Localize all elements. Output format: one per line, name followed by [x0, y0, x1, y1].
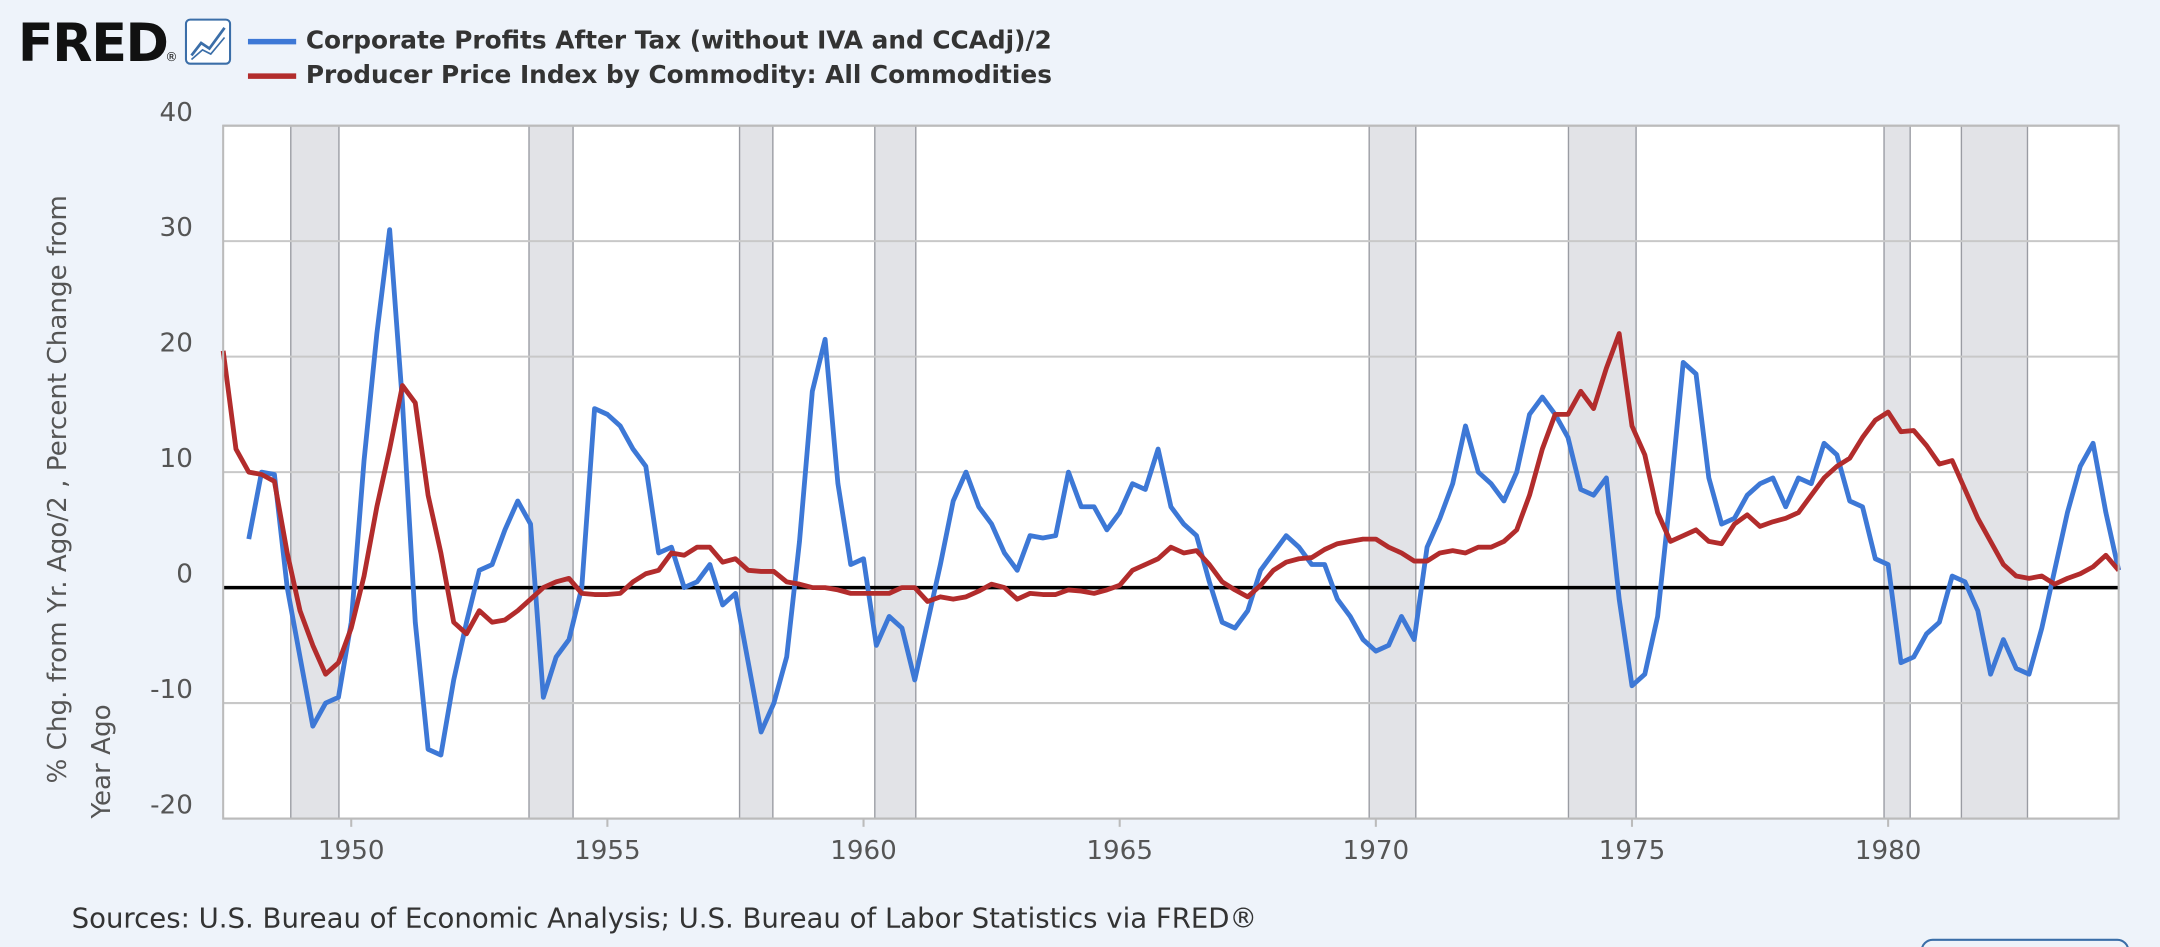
- series-line: [246, 227, 2122, 758]
- x-tick-label: 1975: [1599, 836, 1666, 866]
- x-tick-label: 1965: [1086, 836, 1153, 866]
- y-tick-label: 10: [160, 444, 193, 474]
- y-tick-label: -10: [150, 675, 193, 705]
- logo-mark: ®: [165, 49, 177, 64]
- x-tick-label: 1980: [1855, 836, 1922, 866]
- x-tick-label: 1950: [318, 836, 385, 866]
- y-tick-label: 20: [160, 329, 193, 359]
- source: Sources: U.S. Bureau of Economic Analysi…: [72, 902, 1257, 934]
- y-tick-label: 0: [176, 560, 193, 590]
- plot-border: [222, 124, 2120, 820]
- y-tick-label: -20: [150, 791, 193, 821]
- x-tick-label: 1955: [574, 836, 641, 866]
- logo-icon: [184, 18, 232, 65]
- y-axis-label: % Chg. from Yr. Ago/2 , Percent Change f…: [43, 195, 73, 783]
- button[interactable]: [1921, 938, 2129, 947]
- x-tick-label: 1970: [1343, 836, 1410, 866]
- legend-label: Producer Price Index by Commodity: All C…: [306, 60, 1052, 89]
- x-tick-label: 1960: [830, 836, 897, 866]
- y-tick-label: 30: [160, 213, 193, 243]
- series-line: [220, 331, 2121, 677]
- logo: FRED: [18, 13, 168, 74]
- y-tick-label: 40: [160, 98, 193, 128]
- legend-label: Corporate Profits After Tax (without IVA…: [306, 26, 1052, 55]
- y-axis-label: Year Ago: [87, 704, 117, 819]
